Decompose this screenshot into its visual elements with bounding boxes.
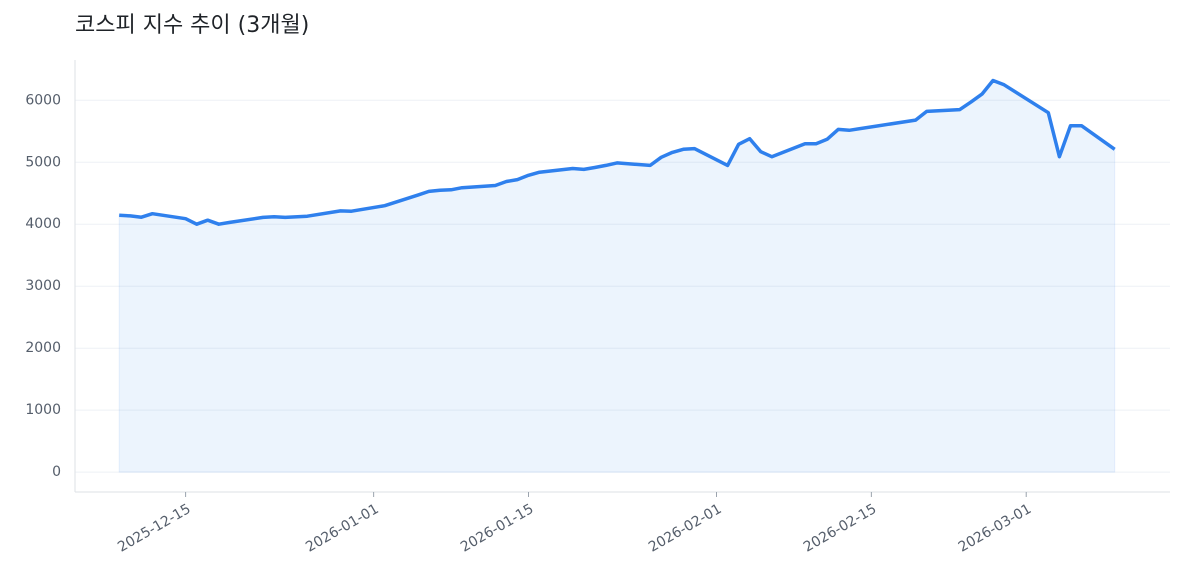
- x-tick-label: 2026-01-15: [458, 501, 536, 556]
- line: [119, 78, 1116, 226]
- area: [118, 79, 1116, 473]
- x-tick-label: 2025-12-15: [115, 501, 193, 556]
- x-tick-label: 2026-02-15: [801, 501, 879, 556]
- y-tick-label: 4000: [25, 216, 61, 232]
- y-tick-label: 6000: [25, 92, 61, 108]
- y-tick-label: 2000: [25, 340, 61, 356]
- y-tick-label: 0: [52, 464, 61, 480]
- x-tick-label: 2026-02-01: [646, 501, 724, 556]
- y-tick-label: 5000: [25, 154, 61, 170]
- x-tick-label: 2026-03-01: [956, 501, 1034, 556]
- x-tick-label: 2026-01-01: [303, 501, 381, 556]
- y-tick-label: 1000: [25, 402, 61, 418]
- y-tick-label: 3000: [25, 278, 61, 294]
- chart-title: 코스피 지수 추이 (3개월): [75, 13, 309, 38]
